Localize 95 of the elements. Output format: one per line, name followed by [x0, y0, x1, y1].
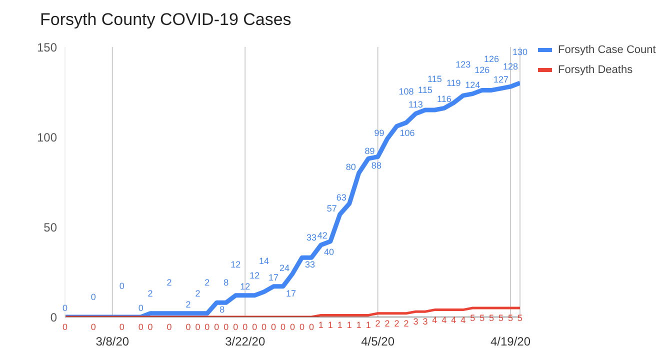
data-label: 80 [346, 162, 356, 172]
data-label: 0 [242, 322, 248, 332]
chart-title: Forsyth County COVID-19 Cases [40, 10, 292, 30]
data-label: 127 [494, 74, 509, 84]
data-label: 2 [375, 318, 380, 328]
data-label: 116 [436, 94, 452, 104]
data-label: 0 [280, 322, 286, 332]
data-label: 126 [484, 54, 500, 64]
data-label: 17 [286, 288, 296, 298]
data-label: 5 [508, 313, 514, 323]
data-label: 124 [465, 80, 480, 90]
legend-label: Forsyth Case Count [558, 43, 656, 58]
data-label: 0 [90, 322, 96, 332]
data-label: 0 [166, 322, 172, 332]
data-label: 5 [498, 313, 504, 323]
data-label: 89 [364, 146, 375, 156]
data-label: 33 [304, 260, 315, 270]
y-tick-label: 50 [44, 220, 58, 234]
data-label: 0 [214, 322, 220, 332]
data-label: 3 [422, 316, 428, 327]
data-label: 2 [148, 288, 153, 298]
data-label: 130 [512, 47, 528, 57]
data-label: 14 [259, 256, 270, 266]
data-label: 0 [119, 322, 124, 332]
data-label: 0 [90, 292, 96, 302]
data-label: 4 [432, 314, 438, 325]
data-label: 17 [268, 272, 279, 282]
y-tick-label: 0 [50, 310, 58, 324]
data-label: 2 [195, 288, 200, 298]
data-label: 128 [503, 62, 518, 72]
data-label: 4 [451, 314, 456, 325]
data-label: 4 [442, 314, 447, 325]
data-label: 5 [517, 313, 523, 323]
y-tick-label: 150 [36, 40, 58, 54]
data-label: 24 [279, 262, 290, 273]
data-label: 0 [233, 322, 238, 332]
data-label: 57 [326, 203, 337, 214]
data-label: 1 [328, 320, 333, 330]
data-label: 0 [252, 322, 258, 332]
data-label: 3 [413, 316, 418, 327]
data-label: 1 [318, 320, 324, 330]
data-label: 8 [224, 278, 229, 288]
data-label: 0 [204, 322, 210, 332]
x-tick-label: 4/5/20 [361, 334, 395, 349]
data-label: 126 [474, 65, 490, 76]
x-tick-label: 3/8/20 [96, 334, 130, 349]
x-tick-label: 3/22/20 [225, 334, 266, 349]
data-label: 8 [220, 304, 225, 315]
data-label: 1 [356, 320, 362, 330]
data-label: 119 [446, 78, 461, 88]
data-label: 12 [250, 270, 260, 280]
data-label: 0 [308, 322, 314, 332]
data-label: 0 [138, 303, 144, 313]
data-label: 40 [324, 247, 334, 257]
data-label: 33 [306, 232, 316, 243]
data-label: 99 [374, 128, 384, 138]
data-label: 0 [138, 322, 144, 332]
data-label: 2 [384, 318, 390, 328]
data-label: 63 [336, 192, 346, 203]
data-label: 0 [186, 322, 191, 332]
data-label: 88 [371, 160, 382, 171]
data-label: 123 [456, 60, 471, 70]
data-label: 115 [418, 85, 432, 95]
data-label: 1 [337, 320, 342, 330]
data-label: 5 [480, 313, 485, 323]
data-label: 12 [240, 281, 250, 292]
data-label: 42 [317, 230, 328, 240]
data-label: 0 [271, 322, 276, 332]
data-label: 0 [62, 303, 68, 313]
data-label: 0 [262, 322, 267, 332]
data-label: 2 [166, 277, 172, 288]
legend-label: Forsyth Deaths [558, 63, 633, 78]
data-label: 113 [408, 100, 423, 110]
data-label: 0 [119, 281, 124, 291]
data-label: 2 [186, 299, 191, 310]
data-label: 0 [224, 322, 229, 332]
data-label: 1 [366, 320, 371, 330]
data-label: 115 [428, 74, 442, 84]
y-tick-label: 100 [36, 130, 58, 144]
data-label: 5 [470, 313, 476, 323]
data-label: 106 [400, 128, 415, 138]
data-label: 2 [394, 318, 400, 328]
data-label: 0 [195, 322, 200, 332]
data-label: 0 [148, 322, 153, 332]
data-label: 1 [346, 320, 352, 330]
x-tick-label: 4/19/20 [490, 334, 531, 349]
data-label: 5 [489, 313, 494, 323]
data-label: 2 [404, 318, 409, 328]
data-label: 2 [204, 277, 210, 288]
data-label: 0 [62, 322, 68, 332]
data-label: 0 [299, 322, 304, 332]
data-label: 12 [230, 259, 241, 270]
data-label: 108 [398, 86, 414, 97]
data-label: 4 [460, 314, 466, 325]
data-label: 0 [290, 322, 296, 332]
